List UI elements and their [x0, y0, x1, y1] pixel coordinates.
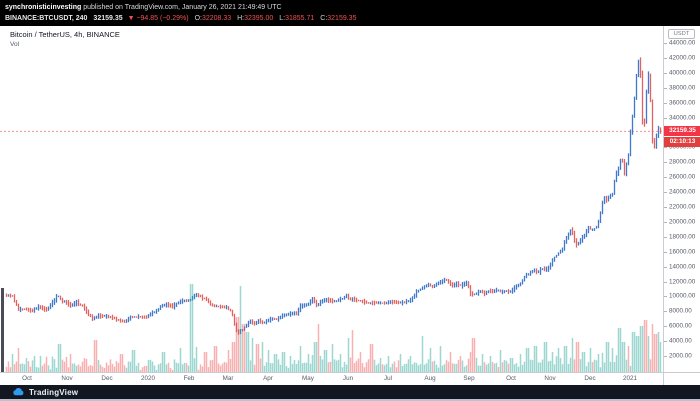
price-tick [664, 162, 667, 164]
price-tick [664, 147, 667, 149]
last-price: 32159.35 [93, 15, 123, 22]
price-axis-label: 16000.00 [669, 248, 696, 256]
axis-corner [663, 372, 700, 385]
time-axis-label: Jun [342, 375, 354, 382]
open-label: O: [194, 15, 202, 22]
price-tick [664, 117, 667, 119]
price-axis-label: 30000.00 [669, 143, 696, 151]
time-axis-label: 2021 [622, 375, 638, 382]
time-axis-label: Sep [463, 375, 475, 382]
tradingview-logo-text[interactable]: TradingView [29, 387, 79, 397]
price-change: ▼ −94.85 (−0.29%) [127, 15, 189, 22]
price-axis-label: 28000.00 [669, 158, 696, 166]
price-tick [664, 221, 667, 223]
price-axis-label: 20000.00 [669, 218, 696, 226]
legend-symbol-title: Bitcoin / TetherUS, 4h, BINANCE [10, 30, 120, 39]
time-axis-label: Oct [506, 375, 516, 382]
price-axis[interactable]: USDT 32159.35 02:10:13 44000.00 42000.00 4… [663, 26, 700, 372]
price-tick [664, 266, 667, 268]
price-tick [664, 311, 667, 313]
price-axis-label: 42000.00 [669, 54, 696, 62]
price-axis-label: 22000.00 [669, 203, 696, 211]
footer-bar: TradingView [0, 385, 700, 399]
price-tick [664, 281, 667, 283]
symbol-name: BINANCE:BTCUSDT, 240 [5, 15, 88, 22]
symbol-line: BINANCE:BTCUSDT, 240 32159.35 ▼ −94.85 (… [5, 13, 700, 24]
high-value: 32395.00 [244, 15, 274, 22]
currency-unit-chip[interactable]: USDT [668, 29, 695, 39]
price-tick [664, 251, 667, 253]
price-tick [664, 207, 667, 208]
price-tick [664, 58, 667, 59]
time-axis-label: Nov [544, 375, 556, 382]
window-edge [0, 399, 700, 401]
price-tick [664, 236, 667, 238]
attribution-bar: synchronisticinvesting published on Trad… [0, 0, 700, 26]
attribution-text: published on TradingView.com, January 26… [81, 4, 282, 11]
price-axis-label: 12000.00 [669, 278, 696, 285]
time-axis-label: Dec [101, 375, 113, 382]
high-label: H: [237, 15, 245, 22]
price-axis-label: 36000.00 [669, 99, 696, 107]
price-tick [664, 72, 667, 74]
attribution-line: synchronisticinvesting published on Trad… [5, 2, 700, 13]
time-axis[interactable]: Oct Nov Dec 2020 Feb Mar Apr May Jun Jul Aug Sep Oct… [0, 372, 663, 385]
time-axis-label: Oct [22, 375, 32, 382]
username: synchronisticinvesting [5, 4, 82, 11]
price-axis-label: 34000.00 [669, 114, 696, 122]
price-axis-label: 4000.00 [669, 337, 692, 345]
price-axis-label: 2000.00 [669, 352, 692, 360]
time-axis-label: Mar [222, 375, 234, 382]
tradingview-cloud-icon[interactable] [12, 387, 25, 397]
time-axis-label: Feb [183, 375, 195, 382]
price-tick [664, 192, 667, 194]
price-tick [664, 296, 667, 298]
price-axis-label: 18000.00 [669, 233, 696, 241]
time-axis-label: Apr [263, 375, 273, 382]
price-axis-label: 44000.00 [669, 39, 696, 47]
low-value: 31855.71 [285, 15, 315, 22]
price-tick [664, 177, 667, 179]
legend-volume-indicator: Vol [10, 41, 20, 48]
time-axis-label: Dec [584, 375, 596, 382]
time-axis-label: Nov [61, 375, 73, 382]
price-axis-label: 38000.00 [669, 84, 696, 92]
time-axis-label: Aug [424, 375, 436, 382]
price-axis-label: 10000.00 [669, 292, 696, 300]
open-value: 32208.33 [201, 15, 232, 22]
time-axis-label: May [302, 375, 314, 382]
price-axis-label: 26000.00 [669, 173, 696, 181]
time-axis-label: Jul [383, 375, 393, 382]
low-label: L: [279, 15, 286, 22]
price-axis-label: 40000.00 [669, 69, 696, 77]
time-axis-label: 2020 [140, 375, 156, 382]
price-tick [664, 341, 667, 343]
price-axis-label: 6000.00 [669, 322, 692, 330]
price-axis-label: 24000.00 [669, 188, 696, 196]
current-price-badge: 32159.35 [664, 125, 700, 136]
price-axis-label: 8000.00 [669, 307, 692, 315]
price-axis-label: 14000.00 [669, 263, 696, 271]
price-tick [664, 43, 667, 45]
price-tick [664, 326, 667, 328]
price-tick [664, 356, 667, 357]
close-label: C: [320, 15, 328, 22]
close-value: 32159.35 [327, 15, 357, 22]
price-tick [664, 87, 667, 89]
bar-countdown-badge: 02:10:13 [664, 136, 700, 147]
chart-legend: Bitcoin / TetherUS, 4h, BINANCE Vol [10, 30, 120, 50]
price-tick [664, 102, 667, 104]
